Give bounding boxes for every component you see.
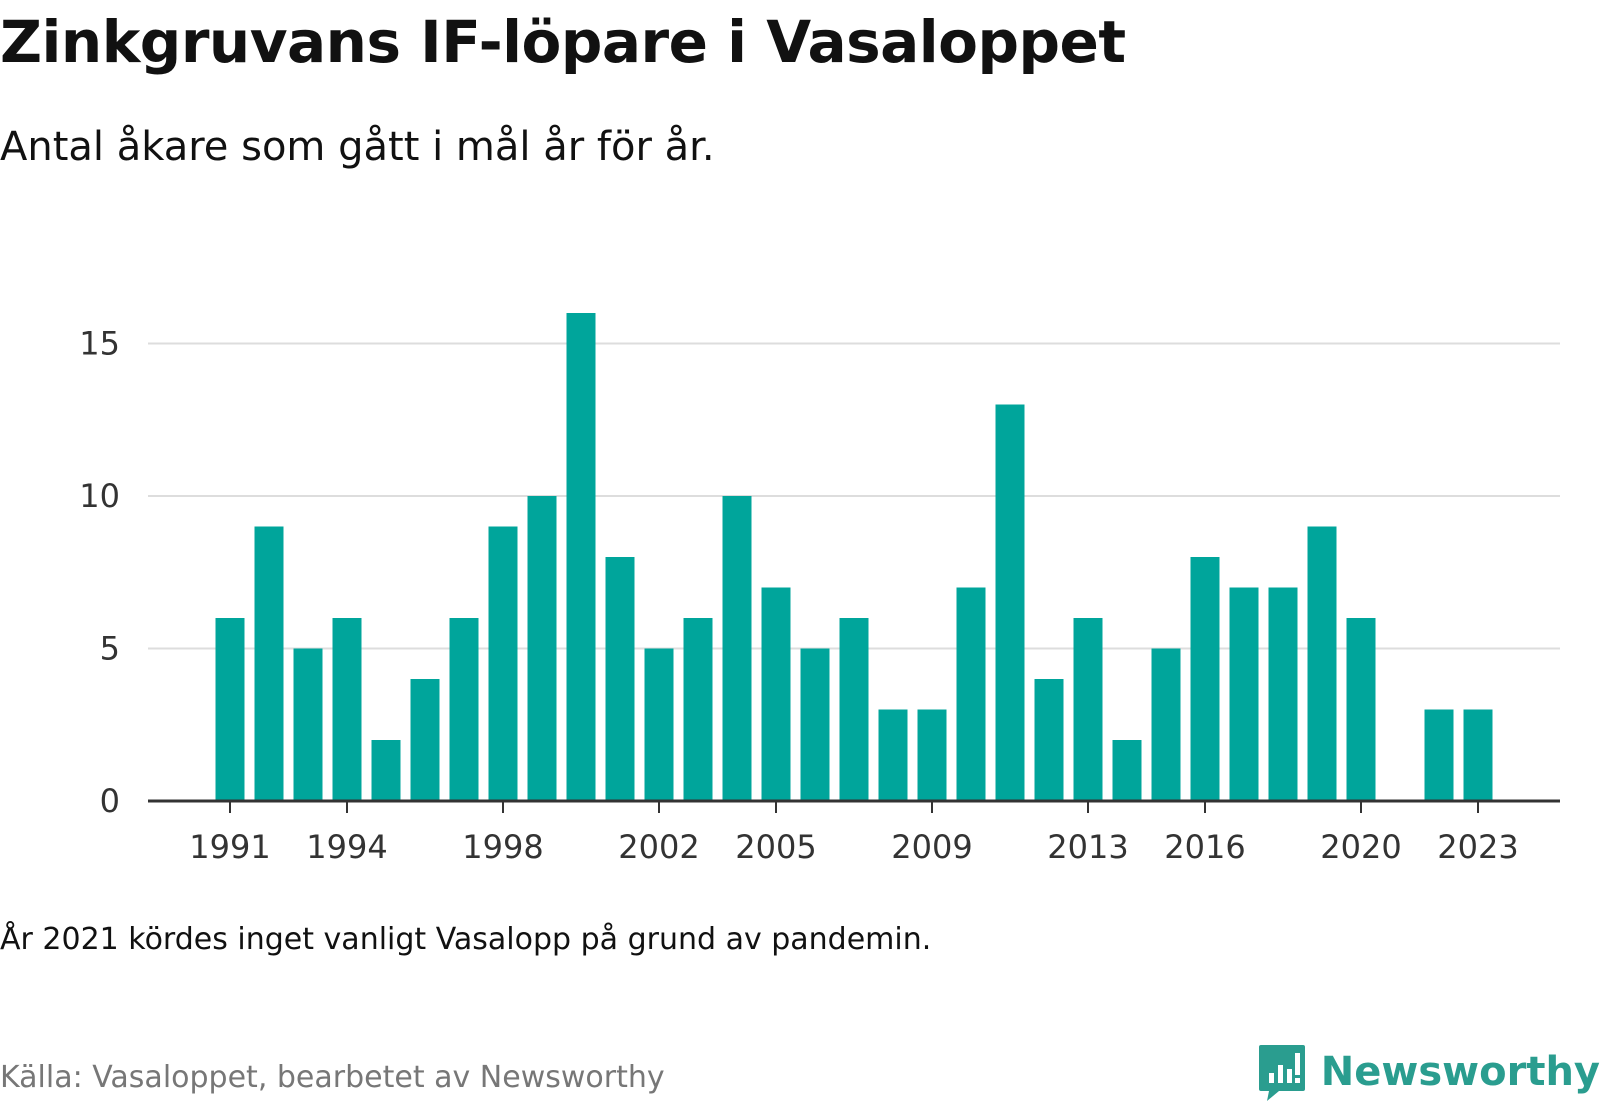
bar (800, 648, 830, 801)
bar (1151, 648, 1181, 801)
y-tick-label: 10 (79, 477, 120, 515)
bar (761, 587, 791, 801)
bar (332, 618, 362, 801)
newsworthy-logo-icon (1258, 1045, 1305, 1101)
x-tick-label: 2023 (1437, 828, 1518, 866)
bar (488, 526, 518, 801)
bar (215, 618, 245, 801)
bar (722, 496, 752, 801)
x-tick-label: 1991 (189, 828, 270, 866)
chart-title: Zinkgruvans IF-löpare i Vasaloppet (0, 8, 1126, 76)
bar (527, 496, 557, 801)
bar-chart: 0 5 10 15 1991 1994 1998 2002 2005 2009 2013 2016 20… (79, 313, 1560, 866)
x-tick-label: 2013 (1047, 828, 1128, 866)
chart-note: År 2021 kördes inget vanligt Vasalopp på… (0, 922, 932, 957)
bar (371, 740, 401, 801)
x-tick-label: 2016 (1164, 828, 1245, 866)
bar (683, 618, 713, 801)
bar (1190, 557, 1220, 801)
bar (917, 709, 947, 801)
bar (995, 404, 1025, 801)
x-tick-label: 1998 (462, 828, 543, 866)
y-tick-label: 5 (100, 630, 120, 668)
bar (1112, 740, 1142, 801)
bar (839, 618, 869, 801)
bar (1307, 526, 1337, 801)
bar (1229, 587, 1259, 801)
x-tick-label: 2002 (618, 828, 699, 866)
x-tick-label: 2020 (1320, 828, 1401, 866)
x-tick-label: 2005 (735, 828, 816, 866)
bar (1073, 618, 1103, 801)
x-tick-label: 1994 (306, 828, 387, 866)
bar (644, 648, 674, 801)
bar (254, 526, 284, 801)
bar (878, 709, 908, 801)
y-tick-label: 0 (100, 782, 120, 820)
bar (1268, 587, 1298, 801)
y-tick-label: 15 (79, 325, 120, 363)
brand-name: Newsworthy (1320, 1049, 1600, 1095)
bar (956, 587, 986, 801)
bar (1346, 618, 1376, 801)
bar (566, 313, 596, 801)
bar (1463, 709, 1493, 801)
bar (1034, 679, 1064, 801)
bar (449, 618, 479, 801)
bar (410, 679, 440, 801)
bar (1424, 709, 1454, 801)
bar (293, 648, 323, 801)
x-tick-label: 2009 (891, 828, 972, 866)
chart-subtitle: Antal åkare som gått i mål år för år. (0, 124, 715, 170)
bar (605, 557, 635, 801)
brand-logo: Newsworthy (1257, 1043, 1600, 1101)
source-credit: Källa: Vasaloppet, bearbetet av Newswort… (0, 1060, 665, 1095)
